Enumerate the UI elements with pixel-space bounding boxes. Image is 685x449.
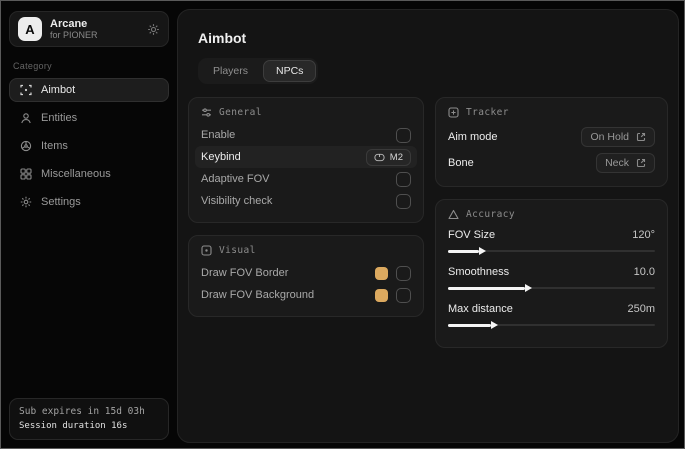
fov-background-color-swatch[interactable] [375, 288, 388, 302]
visual-panel-title: Visual [219, 245, 256, 256]
bone-label: Bone [448, 157, 474, 169]
fov-size-value: 120° [632, 228, 655, 241]
aim-mode-label: Aim mode [448, 131, 498, 143]
visual-icon [201, 245, 212, 256]
slider-track [448, 287, 655, 289]
smoothness-value: 10.0 [633, 265, 655, 278]
adaptive-fov-checkbox[interactable] [396, 171, 411, 187]
tracker-panel-title: Tracker [466, 107, 509, 118]
general-panel-title: General [219, 107, 262, 118]
sub-expiry-text: Sub expires in 15d 03h [19, 406, 145, 418]
sidebar-item-items[interactable]: Items [9, 134, 169, 158]
aimbot-crosshair-icon [20, 84, 32, 96]
smoothness-slider[interactable] [448, 283, 655, 293]
settings-gear-icon [20, 196, 32, 208]
session-duration-text: Session duration 16s [19, 420, 128, 431]
items-wheel-icon [20, 140, 32, 152]
slider-track [448, 324, 655, 326]
aim-mode-dropdown[interactable]: On Hold [581, 127, 655, 147]
fov-size-slider[interactable] [448, 246, 655, 256]
smoothness-group: Smoothness 10.0 [448, 263, 655, 293]
sidebar: A Arcane for PIONER Category Aimbot [1, 1, 177, 448]
expand-icon [636, 132, 646, 142]
app-subtitle: for PIONER [50, 30, 98, 41]
draw-fov-border-label: Draw FOV Border [201, 267, 289, 279]
fov-size-group: FOV Size 120° [448, 226, 655, 256]
tab-players[interactable]: Players [213, 65, 249, 77]
expand-icon [636, 158, 646, 168]
adaptive-fov-label: Adaptive FOV [201, 173, 270, 185]
visibility-check-checkbox[interactable] [396, 193, 411, 209]
smoothness-label: Smoothness [448, 265, 510, 278]
tracker-panel: Tracker Aim mode On Hold Bone [435, 97, 668, 187]
max-distance-label: Max distance [448, 302, 513, 315]
bone-row: Bone Neck [448, 150, 655, 176]
draw-fov-border-checkbox[interactable] [396, 265, 411, 281]
sidebar-item-label: Miscellaneous [41, 168, 111, 180]
draw-fov-background-label: Draw FOV Background [201, 289, 315, 301]
fov-border-color-swatch[interactable] [375, 266, 388, 280]
mouse-icon [374, 153, 385, 161]
app-name: Arcane [50, 17, 88, 30]
max-distance-slider[interactable] [448, 320, 655, 330]
keybind-row: Keybind M2 [195, 146, 417, 168]
sidebar-item-entities[interactable]: Entities [9, 106, 169, 130]
visual-panel: Visual Draw FOV Border Draw FOV Backgrou… [188, 235, 424, 317]
draw-fov-background-checkbox[interactable] [396, 287, 411, 303]
enable-checkbox[interactable] [396, 127, 411, 143]
slider-track [448, 250, 655, 252]
accuracy-icon [448, 209, 459, 220]
keybind-label: Keybind [201, 151, 241, 163]
entities-icon [20, 112, 32, 124]
adaptive-fov-row: Adaptive FOV [201, 168, 411, 190]
aim-mode-value: On Hold [590, 131, 629, 143]
sidebar-item-aimbot[interactable]: Aimbot [9, 78, 169, 102]
category-label: Category [13, 61, 52, 71]
max-distance-value: 250m [627, 302, 655, 315]
fov-size-label: FOV Size [448, 228, 496, 241]
accuracy-panel: Accuracy FOV Size 120° Smoothness [435, 199, 668, 348]
tab-npcs[interactable]: NPCs [263, 60, 317, 82]
draw-fov-border-row: Draw FOV Border [201, 262, 411, 284]
tab-group: Players NPCs [198, 58, 319, 84]
bone-value: Neck [605, 157, 629, 169]
app-logo: A [18, 17, 42, 41]
sidebar-item-label: Aimbot [41, 84, 76, 96]
gear-icon[interactable] [147, 23, 160, 36]
general-sliders-icon [202, 108, 211, 117]
keybind-button[interactable]: M2 [365, 148, 411, 166]
enable-row: Enable [201, 124, 411, 146]
brand-card: A Arcane for PIONER [9, 11, 169, 47]
draw-fov-background-row: Draw FOV Background [201, 284, 411, 306]
sidebar-item-settings[interactable]: Settings [9, 190, 169, 214]
page-title: Aimbot [198, 30, 247, 46]
slider-thumb[interactable] [448, 246, 487, 255]
general-panel: General Enable Keybind M2 [188, 97, 424, 223]
visibility-check-row: Visibility check [201, 190, 411, 212]
accuracy-panel-title: Accuracy [466, 209, 515, 220]
enable-label: Enable [201, 129, 236, 141]
sidebar-item-label: Settings [41, 196, 81, 208]
slider-thumb[interactable] [448, 320, 500, 329]
tracker-icon [448, 107, 459, 118]
visibility-check-label: Visibility check [201, 195, 273, 207]
subscription-status-card: Sub expires in 15d 03h Session duration … [9, 398, 169, 440]
bone-dropdown[interactable]: Neck [596, 153, 655, 173]
main-panel: Aimbot Players NPCs General Enable [177, 9, 679, 443]
sidebar-item-label: Entities [41, 112, 78, 124]
miscellaneous-grid-icon [20, 168, 32, 180]
slider-thumb[interactable] [448, 283, 532, 292]
keybind-key-label: M2 [389, 151, 403, 163]
aim-mode-row: Aim mode On Hold [448, 124, 655, 150]
max-distance-group: Max distance 250m [448, 300, 655, 330]
sidebar-nav: Aimbot Entities Items [9, 78, 169, 214]
sidebar-item-miscellaneous[interactable]: Miscellaneous [9, 162, 169, 186]
sidebar-item-label: Items [41, 140, 68, 152]
